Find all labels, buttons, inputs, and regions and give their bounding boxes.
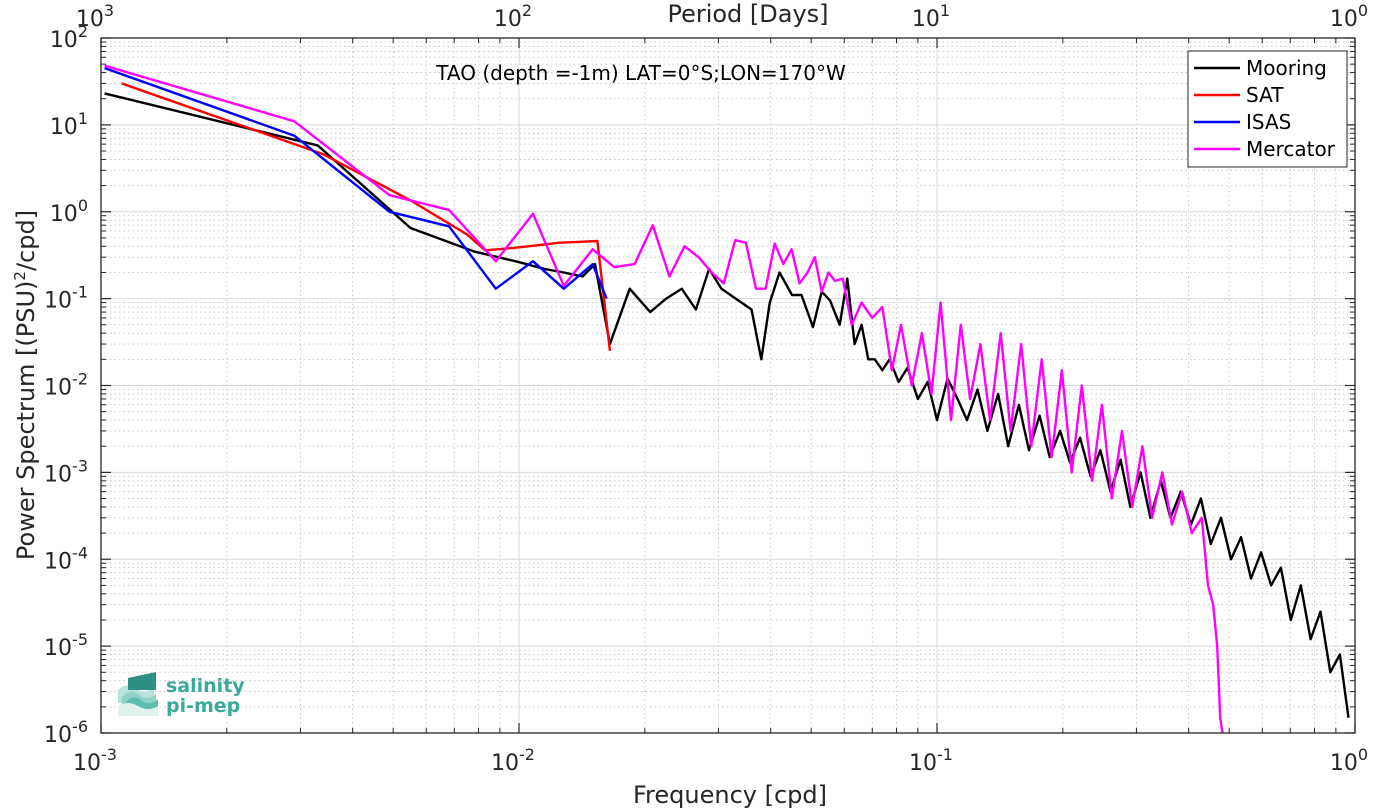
y-tick-label: 101 xyxy=(50,109,88,140)
y-tick-label-exponent: -6 xyxy=(72,717,88,736)
y-tick-label-exponent: -5 xyxy=(72,630,88,649)
legend: Mooring SAT ISAS Mercator xyxy=(1187,50,1348,168)
series-line-mercator xyxy=(104,64,1224,734)
x-tick-label-base: 10 xyxy=(73,751,101,776)
legend-label-mooring: Mooring xyxy=(1246,56,1327,80)
x-tick-label: 10-1 xyxy=(909,745,953,776)
y-axis-title-sup: 2 xyxy=(11,271,29,281)
series-layer xyxy=(104,64,1350,734)
x2-tick-label-exponent: 1 xyxy=(940,1,950,20)
ticks-layer xyxy=(100,37,1356,734)
series-line-sat xyxy=(121,82,612,352)
legend-box xyxy=(1187,50,1348,168)
y-tick-label-base: 10 xyxy=(44,549,72,574)
x2-tick-label: 102 xyxy=(494,1,532,32)
x2-axis-title: Period [Days] xyxy=(667,0,828,28)
x2-tick-label: 103 xyxy=(76,1,114,32)
chart-title: TAO (depth =-1m) LAT=0°S;LON=170°W xyxy=(435,61,846,85)
y-tick-label: 10-3 xyxy=(44,456,88,487)
x-tick-label-exponent: 0 xyxy=(1358,745,1368,764)
y-axis-title-suffix: /cpd] xyxy=(12,210,40,271)
y-tick-label-base: 10 xyxy=(44,636,72,661)
x-tick-label-exponent: -1 xyxy=(937,745,953,764)
y-axis-title: Power Spectrum [(PSU)2/cpd] xyxy=(11,210,40,560)
x2-tick-label-base: 10 xyxy=(494,7,522,32)
x2-tick-label: 100 xyxy=(1330,1,1368,32)
y-tick-label-exponent: -1 xyxy=(72,283,88,302)
major-grid xyxy=(100,37,1356,734)
logo-text-line2: pi-mep xyxy=(166,695,240,717)
x-axis-title: Frequency [cpd] xyxy=(633,781,827,809)
y-tick-label: 10-6 xyxy=(44,717,88,748)
x2-tick-label-base: 10 xyxy=(76,7,104,32)
x-tick-label-exponent: -3 xyxy=(101,745,117,764)
x-tick-label-base: 10 xyxy=(491,751,519,776)
y-tick-label-exponent: -2 xyxy=(72,370,88,389)
y-tick-label-base: 10 xyxy=(44,376,72,401)
y-tick-label: 10-5 xyxy=(44,630,88,661)
y-tick-label-exponent: -4 xyxy=(72,543,88,562)
legend-label-isas: ISAS xyxy=(1246,110,1291,134)
y-tick-label-exponent: -3 xyxy=(72,456,88,475)
x-tick-label-base: 10 xyxy=(1330,751,1358,776)
y-tick-label-base: 10 xyxy=(44,462,72,487)
y-tick-label: 10-4 xyxy=(44,543,88,574)
x-tick-label: 100 xyxy=(1330,745,1368,776)
y-tick-label-base: 10 xyxy=(50,28,78,53)
legend-label-mercator: Mercator xyxy=(1246,137,1336,161)
y-tick-label: 10-2 xyxy=(44,370,88,401)
logo-waves-icon xyxy=(118,672,158,716)
logo-text-line1: salinity xyxy=(166,675,245,697)
x2-tick-label: 101 xyxy=(912,1,950,32)
x-tick-label: 10-3 xyxy=(73,745,117,776)
y-tick-label-base: 10 xyxy=(50,115,78,140)
x2-tick-label-exponent: 3 xyxy=(104,1,114,20)
legend-label-sat: SAT xyxy=(1246,83,1284,107)
y-tick-label: 102 xyxy=(50,22,88,53)
y-tick-label-exponent: 1 xyxy=(78,109,88,128)
y-tick-label-base: 10 xyxy=(44,289,72,314)
x2-tick-label-base: 10 xyxy=(1330,7,1358,32)
x2-tick-label-exponent: 0 xyxy=(1358,1,1368,20)
series-line-isas xyxy=(104,66,608,300)
x-tick-label-exponent: -2 xyxy=(519,745,535,764)
y-tick-label-exponent: 0 xyxy=(78,196,88,215)
y-tick-label-base: 10 xyxy=(50,202,78,227)
y-tick-label-exponent: 2 xyxy=(78,22,88,41)
y-tick-label: 100 xyxy=(50,196,88,227)
salinity-pi-mep-logo: salinity pi-mep xyxy=(118,672,245,717)
y-tick-label-base: 10 xyxy=(44,723,72,748)
x2-tick-label-base: 10 xyxy=(912,7,940,32)
x2-tick-label-exponent: 2 xyxy=(522,1,532,20)
x-tick-label: 10-2 xyxy=(491,745,535,776)
y-tick-label: 10-1 xyxy=(44,283,88,314)
y-axis-title-main: Power Spectrum [(PSU) xyxy=(12,281,40,560)
x-tick-label-base: 10 xyxy=(909,751,937,776)
